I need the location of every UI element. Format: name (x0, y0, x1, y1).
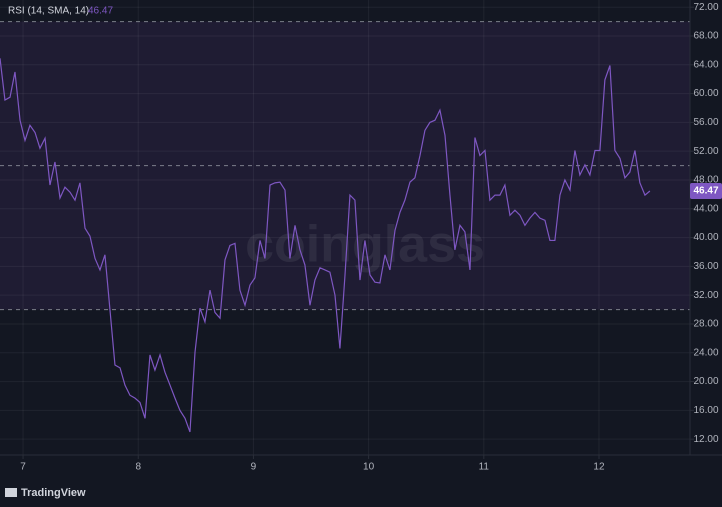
y-tick-label: 48.00 (693, 175, 718, 186)
logo-icon (5, 488, 17, 497)
plot-area (0, 21, 690, 433)
price-tag-label: 46.47 (693, 186, 718, 197)
series-line (0, 58, 651, 433)
x-tick-label: 7 (20, 462, 26, 473)
axes: 12.00 16.00 20.00 24.00 28.00 32.00 36.00 40.00… (20, 2, 722, 473)
x-tick-label: 11 (479, 462, 490, 473)
brand-logo: TradingView (5, 487, 86, 499)
y-tick-label: 36.00 (693, 261, 718, 272)
y-tick-label: 12.00 (693, 434, 718, 445)
y-tick-label: 68.00 (693, 31, 718, 42)
y-tick-label: 28.00 (693, 319, 718, 330)
y-tick-label: 72.00 (693, 2, 718, 13)
y-tick-label: 20.00 (693, 376, 718, 387)
y-tick-label: 32.00 (693, 290, 718, 301)
y-tick-label: 44.00 (693, 203, 718, 214)
x-tick-label: 8 (135, 462, 141, 473)
y-tick-label: 24.00 (693, 347, 718, 358)
legend-name: RSI (14, SMA, 14) (8, 6, 89, 17)
y-tick-label: 56.00 (693, 117, 718, 128)
y-tick-label: 52.00 (693, 146, 718, 157)
legend-value: 46.47 (88, 6, 113, 17)
brand: TradingView (21, 487, 86, 499)
y-tick-label: 16.00 (693, 405, 718, 416)
y-tick-label: 64.00 (693, 59, 718, 70)
y-tick-label: 40.00 (693, 232, 718, 243)
x-tick-label: 9 (251, 462, 257, 473)
x-tick-label: 10 (363, 462, 375, 473)
price-tag (690, 182, 722, 199)
y-tick-label: 60.00 (693, 88, 718, 99)
x-tick-label: 12 (593, 462, 605, 473)
